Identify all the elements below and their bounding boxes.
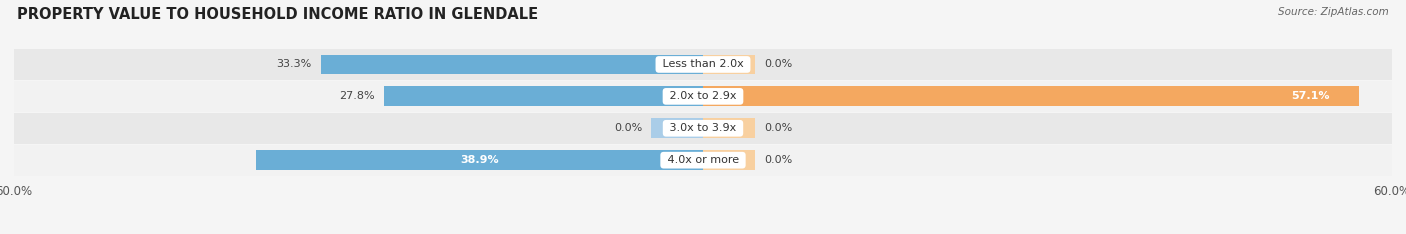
Bar bbox=[703, 118, 755, 138]
Text: 3.0x to 3.9x: 3.0x to 3.9x bbox=[666, 123, 740, 133]
Bar bbox=[651, 118, 703, 138]
Text: PROPERTY VALUE TO HOUSEHOLD INCOME RATIO IN GLENDALE: PROPERTY VALUE TO HOUSEHOLD INCOME RATIO… bbox=[17, 7, 538, 22]
Bar bbox=[384, 87, 703, 106]
Text: 0.0%: 0.0% bbox=[614, 123, 643, 133]
Text: 38.9%: 38.9% bbox=[460, 155, 499, 165]
Bar bbox=[14, 145, 1392, 176]
Bar bbox=[14, 49, 1392, 80]
Text: 0.0%: 0.0% bbox=[763, 155, 792, 165]
Text: Less than 2.0x: Less than 2.0x bbox=[659, 59, 747, 69]
Text: 4.0x or more: 4.0x or more bbox=[664, 155, 742, 165]
Bar bbox=[14, 81, 1392, 112]
Bar bbox=[256, 150, 703, 170]
Text: 0.0%: 0.0% bbox=[763, 59, 792, 69]
Text: 33.3%: 33.3% bbox=[276, 59, 312, 69]
Text: 2.0x to 2.9x: 2.0x to 2.9x bbox=[666, 91, 740, 101]
Text: 0.0%: 0.0% bbox=[763, 123, 792, 133]
Bar bbox=[14, 113, 1392, 144]
Text: Source: ZipAtlas.com: Source: ZipAtlas.com bbox=[1278, 7, 1389, 17]
Bar bbox=[703, 150, 755, 170]
Text: 57.1%: 57.1% bbox=[1292, 91, 1330, 101]
Text: 27.8%: 27.8% bbox=[339, 91, 374, 101]
Bar bbox=[321, 55, 703, 74]
Bar bbox=[703, 87, 1358, 106]
Bar bbox=[703, 55, 755, 74]
